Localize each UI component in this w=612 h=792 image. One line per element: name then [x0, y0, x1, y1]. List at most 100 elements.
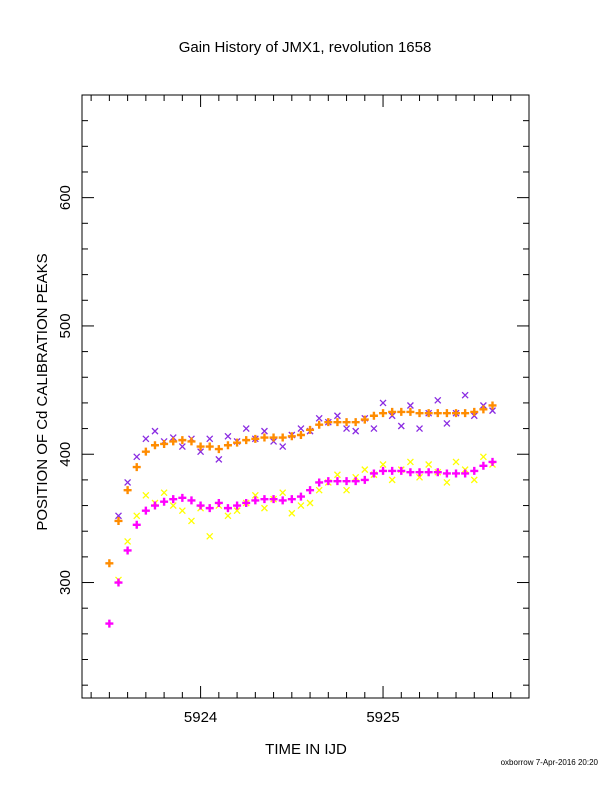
data-point	[251, 496, 260, 505]
data-point	[187, 496, 196, 505]
data-point	[287, 495, 296, 504]
data-point	[315, 414, 323, 422]
data-point	[306, 425, 315, 434]
footer-credit: oxborrow 7-Apr-2016 20:20	[501, 758, 599, 767]
data-point	[160, 489, 168, 497]
data-point	[124, 538, 132, 545]
data-point	[306, 499, 314, 507]
data-point	[360, 475, 369, 484]
data-point	[397, 407, 406, 416]
data-point	[351, 477, 360, 486]
data-point	[279, 443, 287, 450]
data-point	[470, 407, 479, 416]
data-point	[242, 498, 251, 507]
data-point	[351, 418, 360, 427]
data-point	[415, 468, 424, 477]
data-point	[214, 498, 223, 507]
data-point	[178, 443, 186, 450]
x-axis-label: TIME IN IJD	[265, 741, 347, 758]
data-point	[251, 491, 259, 499]
data-point	[287, 432, 296, 441]
data-point	[488, 401, 497, 410]
data-point	[342, 418, 351, 427]
data-point	[114, 516, 123, 525]
data-point	[233, 501, 242, 510]
data-point	[379, 399, 387, 407]
data-point	[479, 461, 488, 470]
data-point	[425, 461, 433, 468]
data-point	[196, 442, 205, 451]
data-point	[416, 425, 423, 433]
data-point	[297, 425, 305, 433]
data-point	[461, 391, 469, 399]
data-point	[424, 468, 433, 477]
data-point	[379, 409, 388, 418]
data-point	[333, 477, 342, 486]
data-point	[470, 466, 479, 475]
data-point	[443, 479, 451, 486]
data-point	[406, 402, 414, 409]
y-axis: 300 400 500 600	[57, 94, 529, 686]
data-point	[461, 469, 470, 478]
data-point	[178, 507, 186, 515]
data-point	[452, 469, 461, 478]
data-point	[169, 495, 178, 504]
data-point	[424, 409, 433, 418]
data-point	[169, 437, 178, 446]
data-point	[215, 455, 223, 463]
data-point	[178, 436, 187, 445]
plot-frame	[81, 94, 530, 699]
data-point	[251, 434, 260, 443]
data-point	[105, 559, 114, 568]
data-point	[434, 396, 442, 404]
data-point	[133, 453, 141, 461]
data-point	[142, 491, 150, 499]
y-tick-label: 300	[57, 570, 74, 595]
data-point	[142, 435, 150, 443]
data-point	[315, 486, 323, 494]
data-point	[470, 476, 478, 484]
data-point	[269, 433, 278, 442]
data-point	[369, 411, 378, 420]
data-point	[315, 478, 324, 487]
data-point	[479, 453, 487, 461]
data-point	[150, 441, 159, 450]
data-point	[479, 405, 488, 414]
data-point	[115, 512, 122, 520]
data-point	[442, 409, 451, 418]
data-point	[342, 477, 351, 486]
data-point	[379, 461, 387, 468]
data-point	[133, 512, 141, 520]
data-point	[269, 495, 278, 504]
data-point	[452, 409, 461, 418]
data-point	[124, 479, 132, 486]
y-tick-label: 500	[57, 313, 74, 338]
data-point	[214, 445, 223, 454]
plot-area	[105, 391, 497, 628]
data-point	[150, 501, 159, 510]
data-point	[442, 469, 451, 478]
data-point	[433, 409, 442, 418]
data-point	[206, 532, 214, 540]
data-point	[333, 471, 341, 479]
data-point	[297, 502, 305, 510]
data-point	[132, 463, 141, 472]
data-point	[352, 427, 360, 435]
data-point	[160, 439, 169, 448]
data-point	[406, 407, 415, 416]
data-point	[489, 407, 496, 415]
data-point	[388, 407, 397, 416]
data-point	[242, 425, 250, 433]
data-point	[388, 466, 397, 475]
data-point	[187, 437, 196, 446]
data-point	[224, 432, 232, 440]
x-tick-label: 5925	[366, 709, 399, 726]
data-point	[369, 469, 378, 478]
data-point	[260, 504, 268, 512]
data-point	[242, 436, 251, 445]
data-point	[160, 497, 169, 506]
data-point	[169, 502, 177, 510]
data-point	[223, 441, 232, 450]
data-point	[433, 468, 442, 477]
data-point	[223, 504, 232, 513]
